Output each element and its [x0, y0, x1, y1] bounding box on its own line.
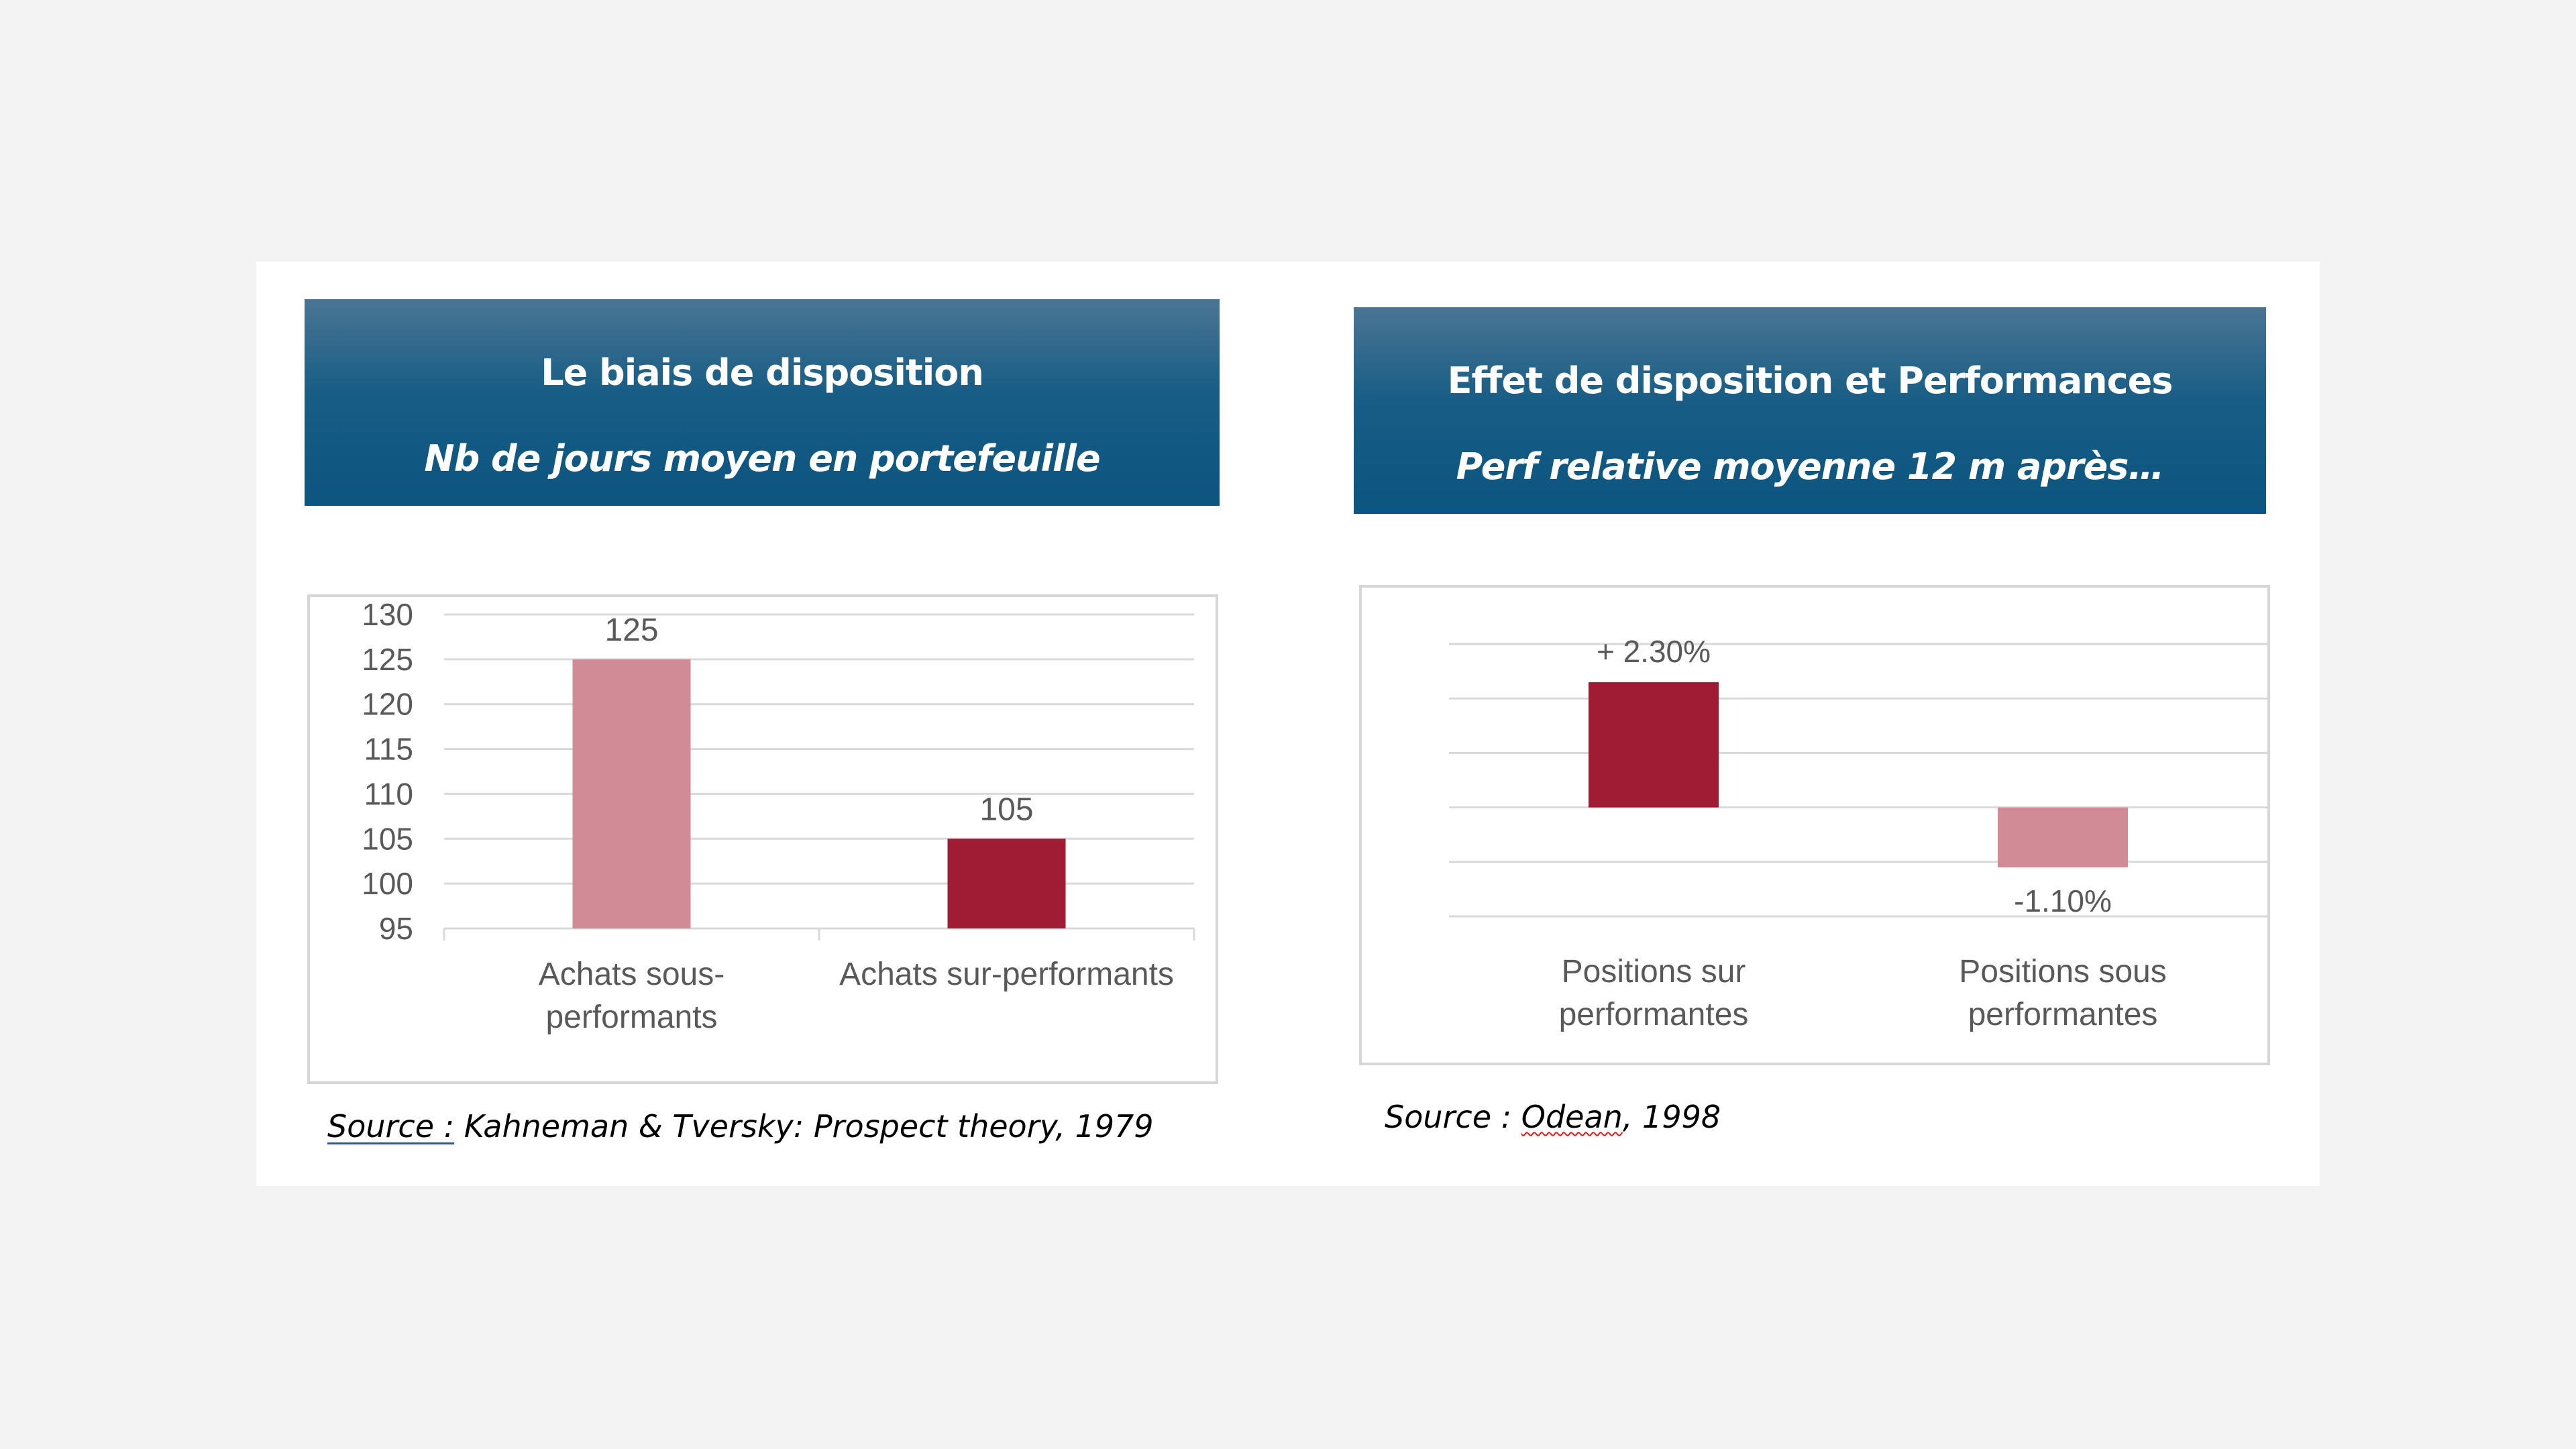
right-bar-chart: + 2.30% Positions sur performantes -1.10% Po…	[1449, 634, 2267, 1032]
data-label: 125	[604, 612, 658, 648]
left-source-label: Source :	[327, 1108, 455, 1144]
right-source-prefix: Source :	[1385, 1099, 1521, 1135]
right-chart-frame: + 2.30% Positions sur performantes -1.10% Po…	[1359, 585, 2270, 1065]
x-category-label: performantes	[1968, 997, 2158, 1032]
y-tick-label: 105	[362, 821, 413, 856]
y-tick-label: 130	[362, 597, 413, 632]
x-category-label: performants	[545, 1000, 717, 1035]
left-source-note: Source : Kahneman & Tversky: Prospect th…	[327, 1108, 1154, 1144]
right-title-banner: Effet de disposition et Performances Per…	[1354, 307, 2266, 514]
data-label: + 2.30%	[1597, 634, 1711, 669]
right-source-note: Source : Odean, 1998	[1385, 1099, 1721, 1135]
right-chart-title: Effet de disposition et Performances	[1447, 360, 2174, 402]
bar	[1589, 682, 1719, 808]
left-source-text: Kahneman & Tversky: Prospect theory, 197…	[454, 1108, 1154, 1144]
bar	[947, 839, 1066, 928]
y-tick-label: 115	[364, 732, 413, 767]
bar	[1998, 807, 2128, 867]
x-category-label: Achats sur-performants	[839, 957, 1174, 992]
y-tick-label: 95	[379, 911, 413, 946]
y-tick-label: 120	[362, 687, 413, 722]
y-tick-label: 110	[364, 776, 413, 811]
left-chart-frame: 130 125 120 115 110 105 100 95 125 Achats sous-pe…	[307, 594, 1218, 1084]
left-chart-subtitle: Nb de jours moyen en portefeuille	[424, 437, 1100, 480]
x-category-label: Positions sous	[1959, 954, 2167, 989]
x-category-label: performantes	[1559, 997, 1749, 1032]
slide-card: Le biais de disposition Nb de jours moye…	[256, 262, 2320, 1186]
left-title-banner: Le biais de disposition Nb de jours moye…	[305, 299, 1220, 506]
data-label: -1.10%	[2014, 883, 2112, 918]
y-tick-label: 100	[362, 866, 413, 901]
data-label: 105	[979, 792, 1033, 827]
left-chart-title: Le biais de disposition	[541, 352, 984, 394]
right-source-author: Odean	[1521, 1099, 1623, 1135]
left-bar-chart: 130 125 120 115 110 105 100 95 125 Achats sous-pe…	[362, 597, 1195, 1035]
y-tick-label: 125	[362, 642, 413, 677]
x-category-label: Achats sous-	[539, 957, 724, 992]
x-category-label: Positions sur	[1562, 954, 1746, 989]
right-source-year: , 1998	[1622, 1099, 1721, 1135]
right-chart-subtitle: Perf relative moyenne 12 m après…	[1456, 445, 2165, 488]
bar	[572, 659, 691, 928]
